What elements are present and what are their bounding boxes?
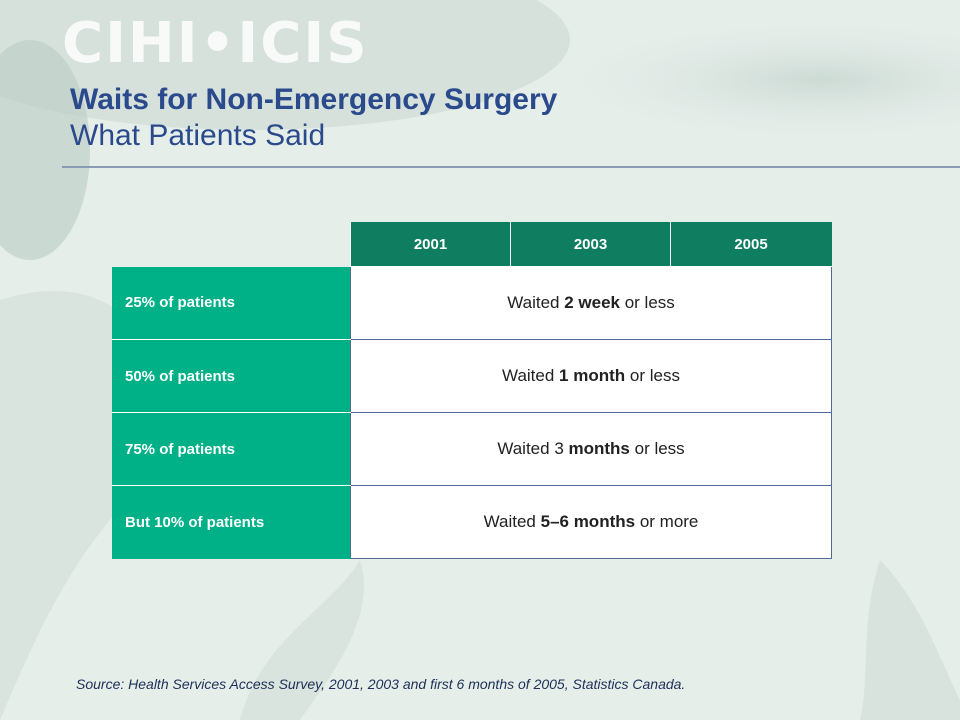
row-label: 50% of patients <box>112 339 351 413</box>
wait-cell: Waited 5–6 months or more <box>350 485 832 559</box>
title-divider <box>62 166 960 168</box>
wait-cell: Waited 1 month or less <box>350 339 832 413</box>
column-header-2001: 2001 <box>350 222 511 267</box>
source-note: Source: Health Services Access Survey, 2… <box>76 676 686 692</box>
table-row: 25% of patients Waited 2 week or less <box>112 266 832 340</box>
table-header-row: 2001 2003 2005 <box>113 222 832 267</box>
page-title: Waits for Non-Emergency Surgery <box>70 83 558 116</box>
row-label: 25% of patients <box>112 266 351 340</box>
wait-times-table: 2001 2003 2005 25% of patients Waited 2 … <box>112 222 832 559</box>
table-row: 75% of patients Waited 3 months or less <box>112 412 832 486</box>
table-row: But 10% of patients Waited 5–6 months or… <box>112 485 832 559</box>
wait-cell: Waited 3 months or less <box>350 412 832 486</box>
row-label: But 10% of patients <box>112 485 351 559</box>
wait-cell: Waited 2 week or less <box>350 266 832 340</box>
column-header-2005: 2005 <box>670 222 832 267</box>
row-label: 75% of patients <box>112 412 351 486</box>
table-row: 50% of patients Waited 1 month or less <box>112 339 832 413</box>
table-corner <box>113 222 351 267</box>
column-header-2003: 2003 <box>510 222 671 267</box>
page-subtitle: What Patients Said <box>70 119 326 152</box>
cihi-logo: CIHI•ICIS <box>62 11 369 76</box>
